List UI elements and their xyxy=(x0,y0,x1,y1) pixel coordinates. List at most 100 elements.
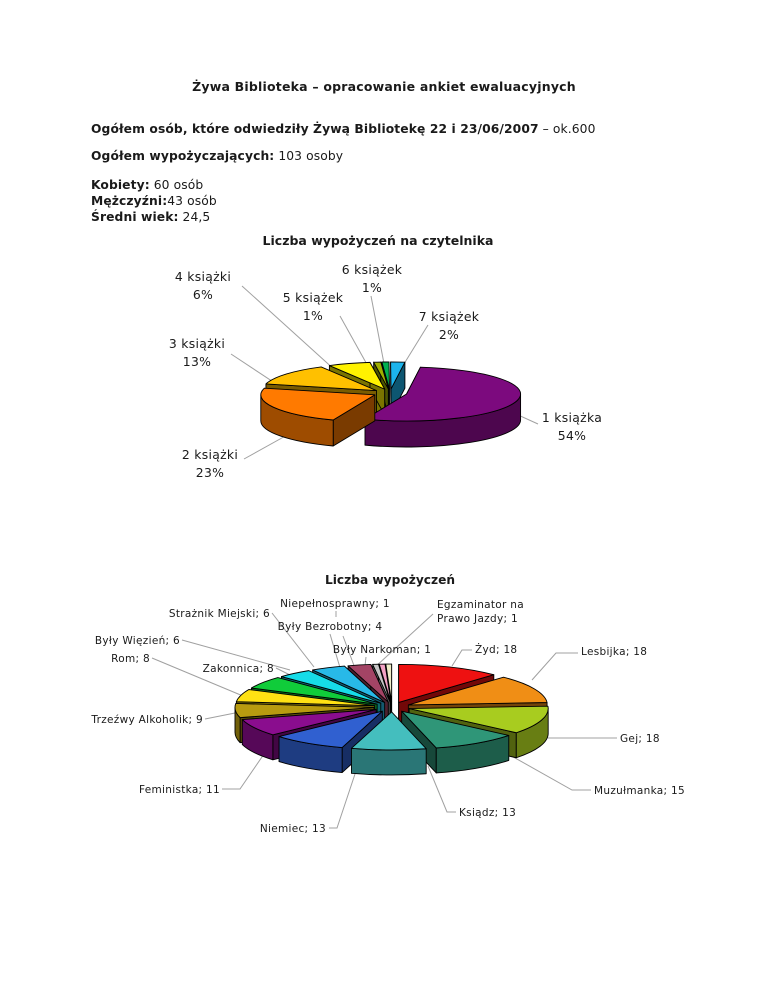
slice-callout-byly-wiezien: Były Więzień; 6 xyxy=(95,635,180,647)
slice-top xyxy=(312,665,386,703)
chart-loans-per-reader: Liczba wypożyczeń na czytelnika 1 książka… xyxy=(169,233,602,480)
callout-line: Prawo Jazdy; 1 xyxy=(437,613,518,625)
slice-top xyxy=(265,366,377,391)
slice-top xyxy=(390,361,406,390)
slice-callout-5-ksiazek: 5 książek 1% xyxy=(283,290,344,323)
callout-line: 13% xyxy=(183,354,211,369)
slice-top xyxy=(364,366,522,422)
callout-line: 23% xyxy=(196,465,224,480)
slice-top xyxy=(372,663,391,703)
slice-callout-zakonnica: Zakonnica; 8 xyxy=(203,663,274,675)
chart-title: Liczba wypożyczeń na czytelnika xyxy=(263,233,494,248)
stat-age-value: 24,5 xyxy=(178,210,211,224)
slice-callout-trzezwy-alkoholik: Trzeźwy Alkoholik; 9 xyxy=(90,714,203,726)
stat-women: Kobiety: 60 osób xyxy=(91,177,217,193)
slice-callout-3-ksiazki: 3 książki 13% xyxy=(169,336,225,369)
stat-women-label: Kobiety: xyxy=(91,178,150,192)
leader-line xyxy=(151,657,244,697)
leader-line xyxy=(451,649,472,667)
slice-top xyxy=(241,708,377,736)
callout-line: 4 książki xyxy=(175,269,231,284)
slice-top xyxy=(278,710,383,748)
stats-block: Kobiety: 60 osób Mężczyźni:43 osób Średn… xyxy=(91,177,217,225)
leader-line xyxy=(531,652,578,681)
slice-top xyxy=(407,676,548,706)
slice-top xyxy=(234,702,375,719)
slice-callout-egzaminator-na-prawo-jazdy: Egzaminator na Prawo Jazdy; 1 xyxy=(437,599,524,625)
callout-line: 3 książki xyxy=(169,336,225,351)
leader-line xyxy=(271,612,315,668)
slice-top xyxy=(381,361,390,390)
callout-line: 5 książek xyxy=(283,290,344,305)
slice-callout-gej: Gej; 18 xyxy=(620,733,660,745)
callout-line: 2 książki xyxy=(182,447,238,462)
slice-callout-4-ksiazki: 4 książki 6% xyxy=(175,269,231,302)
pie-slice-ksiadz xyxy=(350,711,427,776)
leader-line xyxy=(329,633,342,672)
slice-callout-7-ksiazek: 7 książek 2% xyxy=(419,309,480,342)
leader-line xyxy=(181,639,291,671)
slice-callout-feministka: Feministka; 11 xyxy=(139,784,220,796)
stat-age: Średni wiek: 24,5 xyxy=(91,209,217,225)
total-visitors-label: Ogółem osób, które odwiedziły Żywą Bibli… xyxy=(91,122,539,136)
stat-men: Mężczyźni:43 osób xyxy=(91,193,217,209)
callout-line: 1% xyxy=(362,280,382,295)
slice-top xyxy=(408,705,549,734)
callout-line: 1 książka xyxy=(542,410,602,425)
pie-slice-1-ksiazka xyxy=(364,366,522,448)
total-borrowers-line: Ogółem wypożyczających: 103 osoby xyxy=(91,149,343,163)
slice-callout-ksiadz: Ksiądz; 13 xyxy=(459,807,516,819)
callout-line: 6 książek xyxy=(342,262,403,277)
leader-line xyxy=(329,767,358,829)
slice-top xyxy=(401,710,510,749)
slice-top xyxy=(350,711,427,751)
stat-men-value: 43 osób xyxy=(167,194,217,208)
slice-callout-zyd: Żyd; 18 xyxy=(475,643,517,656)
slice-top xyxy=(347,664,389,703)
callout-line: 1% xyxy=(303,308,323,323)
slice-top xyxy=(250,677,378,705)
slice-top xyxy=(373,361,389,390)
leader-line xyxy=(204,711,241,720)
leader-line xyxy=(222,753,265,790)
slice-top xyxy=(235,689,376,707)
slice-callout-muzulmanka: Muzułmanka; 15 xyxy=(594,785,685,797)
leader-line xyxy=(427,765,456,813)
callout-line: Egzaminator na xyxy=(437,599,524,611)
slice-callout-byly-narkoman: Były Narkoman; 1 xyxy=(333,644,431,656)
total-visitors-line: Ogółem osób, które odwiedziły Żywą Bibli… xyxy=(91,122,596,136)
slice-top xyxy=(260,387,376,421)
slice-callout-2-ksiazki: 2 książki 23% xyxy=(182,447,238,480)
slice-callout-straznik-miejski: Strażnik Miejski; 6 xyxy=(169,608,270,620)
leader-line xyxy=(507,753,591,791)
callout-line: 2% xyxy=(439,327,459,342)
slice-top xyxy=(281,670,382,704)
stat-women-value: 60 osób xyxy=(149,178,204,192)
slice-callout-niepelnosprawny: Niepełnosprawny; 1 xyxy=(280,598,390,610)
slice-callout-rom: Rom; 8 xyxy=(111,653,150,665)
total-borrowers-value: 103 osoby xyxy=(274,149,344,163)
slice-top xyxy=(398,663,495,703)
total-visitors-value: – ok.600 xyxy=(538,122,596,136)
leader-line xyxy=(370,295,387,375)
leader-line xyxy=(373,613,434,669)
callout-line: 7 książek xyxy=(419,309,480,324)
slice-callout-1-ksiazka: 1 książka 54% xyxy=(542,410,602,443)
slice-top xyxy=(378,663,392,703)
chart-title: Liczba wypożyczeń xyxy=(325,573,455,587)
slice-callout-lesbijka: Lesbijka; 18 xyxy=(581,646,647,658)
callout-line: 6% xyxy=(193,287,213,302)
document-title: Żywa Biblioteka – opracowanie ankiet ewa… xyxy=(192,79,576,94)
slice-top xyxy=(385,663,393,703)
slice-outer-wall xyxy=(350,747,427,776)
stat-age-label: Średni wiek: xyxy=(91,210,179,224)
chart-loans-total: Liczba wypożyczeń Żyd; 18 Lesbijka; 18 Gej;… xyxy=(90,573,685,835)
slice-callout-byly-bezrobotny: Były Bezrobotny; 4 xyxy=(278,621,383,633)
slice-callout-6-ksiazek: 6 książek 1% xyxy=(342,262,403,295)
slice-top xyxy=(328,361,386,390)
pie-slice-2-ksiazki xyxy=(260,387,376,447)
slice-callout-niemiec: Niemiec; 13 xyxy=(260,823,326,835)
total-borrowers-label: Ogółem wypożyczających: xyxy=(91,149,275,163)
stat-men-label: Mężczyźni: xyxy=(91,194,168,208)
